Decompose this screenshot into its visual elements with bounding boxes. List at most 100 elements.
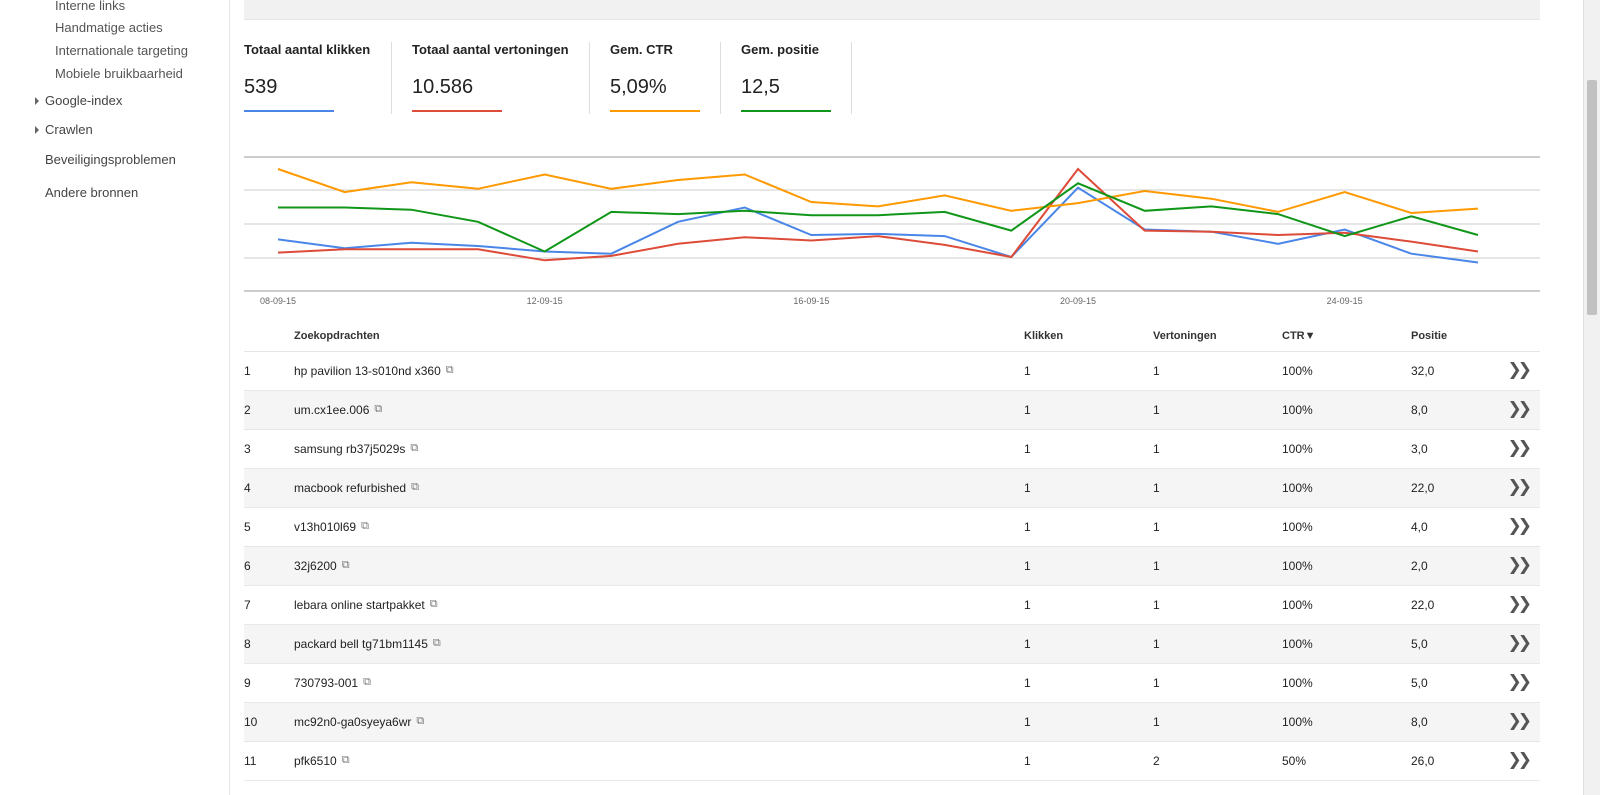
position-cell: 26,0 <box>1411 754 1435 768</box>
position-cell: 22,0 <box>1411 598 1435 612</box>
external-link-icon[interactable]: ⧉ <box>363 676 371 688</box>
clicks-cell: 1 <box>1024 754 1031 768</box>
double-chevron-right-icon[interactable]: ❯❯ <box>1507 555 1532 574</box>
double-chevron-right-icon[interactable]: ❯❯ <box>1507 438 1532 457</box>
double-chevron-right-icon[interactable]: ❯❯ <box>1507 477 1532 496</box>
position-cell: 8,0 <box>1411 715 1428 729</box>
sidebar-item-andere-bronnen[interactable]: Andere bronnen <box>45 185 139 200</box>
position-cell: 4,0 <box>1411 520 1428 534</box>
sidebar-item-internationale-targeting[interactable]: Internationale targeting <box>55 43 188 58</box>
clicks-cell: 1 <box>1024 598 1031 612</box>
double-chevron-right-icon[interactable]: ❯❯ <box>1507 672 1532 691</box>
column-header-impressions[interactable]: Vertoningen <box>1153 330 1217 342</box>
query-link[interactable]: 730793-001 <box>294 676 359 690</box>
scrollbar-thumb[interactable] <box>1587 80 1597 315</box>
query-link[interactable]: v13h010l69 <box>294 520 357 534</box>
queries-table: Zoekopdrachten Klikken Vertoningen CTR▼ … <box>244 320 1540 781</box>
column-header-ctr[interactable]: CTR▼ <box>1282 330 1316 342</box>
table-row[interactable]: 11 pfk6510 ⧉ 1 2 50% 26,0 ❯❯ <box>244 742 1540 781</box>
external-link-icon[interactable]: ⧉ <box>374 403 383 415</box>
clicks-cell: 1 <box>1024 481 1031 495</box>
table-row[interactable]: 4 macbook refurbished ⧉ 1 1 100% 22,0 ❯❯ <box>244 469 1540 508</box>
metric-impressions[interactable]: Totaal aantal vertoningen 10.586 <box>412 42 569 114</box>
x-tick-label: 20-09-15 <box>1060 296 1096 306</box>
ctr-cell: 100% <box>1282 715 1313 729</box>
metric-position[interactable]: Gem. positie 12,5 <box>741 42 831 114</box>
table-row[interactable]: 10 mc92n0-ga0syeya6wr ⧉ 1 1 100% 8,0 ❯❯ <box>244 703 1540 742</box>
query-cell: macbook refurbished ⧉ <box>294 481 419 495</box>
double-chevron-right-icon[interactable]: ❯❯ <box>1507 360 1532 379</box>
table-row[interactable]: 1 hp pavilion 13-s010nd x360 ⧉ 1 1 100% 32,0 ❯❯ <box>244 352 1540 391</box>
query-cell: 32j6200 ⧉ <box>294 559 350 573</box>
table-row[interactable]: 9 730793-001 ⧉ 1 1 100% 5,0 ❯❯ <box>244 664 1540 703</box>
sidebar-item-google-index[interactable]: Google-index <box>45 93 123 108</box>
metric-value: 12,5 <box>741 76 780 98</box>
query-link[interactable]: pfk6510 <box>294 754 337 768</box>
query-link[interactable]: packard bell tg71bm1145 <box>294 637 428 651</box>
metric-clicks[interactable]: Totaal aantal klikken 539 <box>244 42 370 114</box>
metric-ctr[interactable]: Gem. CTR 5,09% <box>610 42 700 114</box>
impressions-cell: 1 <box>1153 364 1160 378</box>
metric-separator <box>391 42 392 114</box>
double-chevron-right-icon[interactable]: ❯❯ <box>1507 633 1532 652</box>
external-link-icon[interactable]: ⧉ <box>410 442 419 454</box>
ctr-cell: 100% <box>1282 676 1313 690</box>
metric-color-line <box>610 110 700 112</box>
external-link-icon[interactable]: ⧉ <box>341 559 350 571</box>
ctr-cell: 100% <box>1282 598 1313 612</box>
expand-triangle-icon[interactable] <box>35 126 39 134</box>
table-row[interactable]: 5 v13h010l69 ⧉ 1 1 100% 4,0 ❯❯ <box>244 508 1540 547</box>
double-chevron-right-icon[interactable]: ❯❯ <box>1507 711 1532 730</box>
impressions-cell: 1 <box>1153 403 1160 417</box>
clicks-cell: 1 <box>1024 442 1031 456</box>
row-number: 6 <box>244 559 251 573</box>
double-chevron-right-icon[interactable]: ❯❯ <box>1507 594 1532 613</box>
query-link[interactable]: lebara online startpakket <box>294 598 425 612</box>
series-line <box>277 168 1479 215</box>
metric-separator <box>720 42 721 114</box>
sidebar-item-beveiligingsproblemen[interactable]: Beveiligingsproblemen <box>45 152 176 167</box>
query-link[interactable]: mc92n0-ga0syeya6wr <box>294 715 412 729</box>
table-row[interactable]: 3 samsung rb37j5029s ⧉ 1 1 100% 3,0 ❯❯ <box>244 430 1540 469</box>
table-row[interactable]: 7 lebara online startpakket ⧉ 1 1 100% 22,0 ❯❯ <box>244 586 1540 625</box>
column-header-query[interactable]: Zoekopdrachten <box>294 330 380 342</box>
sidebar-item-handmatige-acties[interactable]: Handmatige acties <box>55 20 163 35</box>
query-link[interactable]: um.cx1ee.006 <box>294 403 370 417</box>
table-row[interactable]: 8 packard bell tg71bm1145 ⧉ 1 1 100% 5,0 ❯❯ <box>244 625 1540 664</box>
row-number: 7 <box>244 598 251 612</box>
query-link[interactable]: hp pavilion 13-s010nd x360 <box>294 364 441 378</box>
sidebar-item-interne-links[interactable]: Interne links <box>55 0 126 13</box>
sidebar-item-crawlen[interactable]: Crawlen <box>45 122 93 137</box>
external-link-icon[interactable]: ⧉ <box>432 637 441 649</box>
sidebar-item-mobiele-bruikbaarheid[interactable]: Mobiele bruikbaarheid <box>55 66 183 81</box>
query-link[interactable]: 32j6200 <box>294 559 337 573</box>
double-chevron-right-icon[interactable]: ❯❯ <box>1507 750 1532 769</box>
scrollbar[interactable] <box>1583 0 1600 795</box>
clicks-cell: 1 <box>1024 364 1031 378</box>
external-link-icon[interactable]: ⧉ <box>445 364 454 376</box>
external-link-icon[interactable]: ⧉ <box>411 481 419 493</box>
double-chevron-right-icon[interactable]: ❯❯ <box>1507 516 1532 535</box>
column-header-position[interactable]: Positie <box>1411 330 1448 342</box>
external-link-icon[interactable]: ⧉ <box>416 715 425 727</box>
column-header-clicks[interactable]: Klikken <box>1024 330 1064 342</box>
query-cell: hp pavilion 13-s010nd x360 ⧉ <box>294 364 454 378</box>
series-line <box>277 186 1479 264</box>
sidebar: Interne links Handmatige acties Internat… <box>0 0 230 795</box>
external-link-icon[interactable]: ⧉ <box>429 598 438 610</box>
query-link[interactable]: macbook refurbished <box>294 481 407 495</box>
query-link[interactable]: samsung rb37j5029s <box>294 442 406 456</box>
expand-triangle-icon[interactable] <box>35 97 39 105</box>
row-number: 11 <box>244 754 257 768</box>
x-tick-label: 24-09-15 <box>1327 296 1363 306</box>
external-link-icon[interactable]: ⧉ <box>361 520 369 532</box>
table-row[interactable]: 6 32j6200 ⧉ 1 1 100% 2,0 ❯❯ <box>244 547 1540 586</box>
impressions-cell: 2 <box>1153 754 1160 768</box>
double-chevron-right-icon[interactable]: ❯❯ <box>1507 399 1532 418</box>
table-body: 1 hp pavilion 13-s010nd x360 ⧉ 1 1 100% 32,0 ❯❯… <box>244 352 1540 781</box>
line-chart[interactable]: 08-09-15 12-09-15 16-09-15 20-09-15 24-09-15 <box>244 155 1540 315</box>
table-row[interactable]: 2 um.cx1ee.006 ⧉ 1 1 100% 8,0 ❯❯ <box>244 391 1540 430</box>
row-number: 8 <box>244 637 251 651</box>
external-link-icon[interactable]: ⧉ <box>341 754 350 766</box>
impressions-cell: 1 <box>1153 637 1160 651</box>
